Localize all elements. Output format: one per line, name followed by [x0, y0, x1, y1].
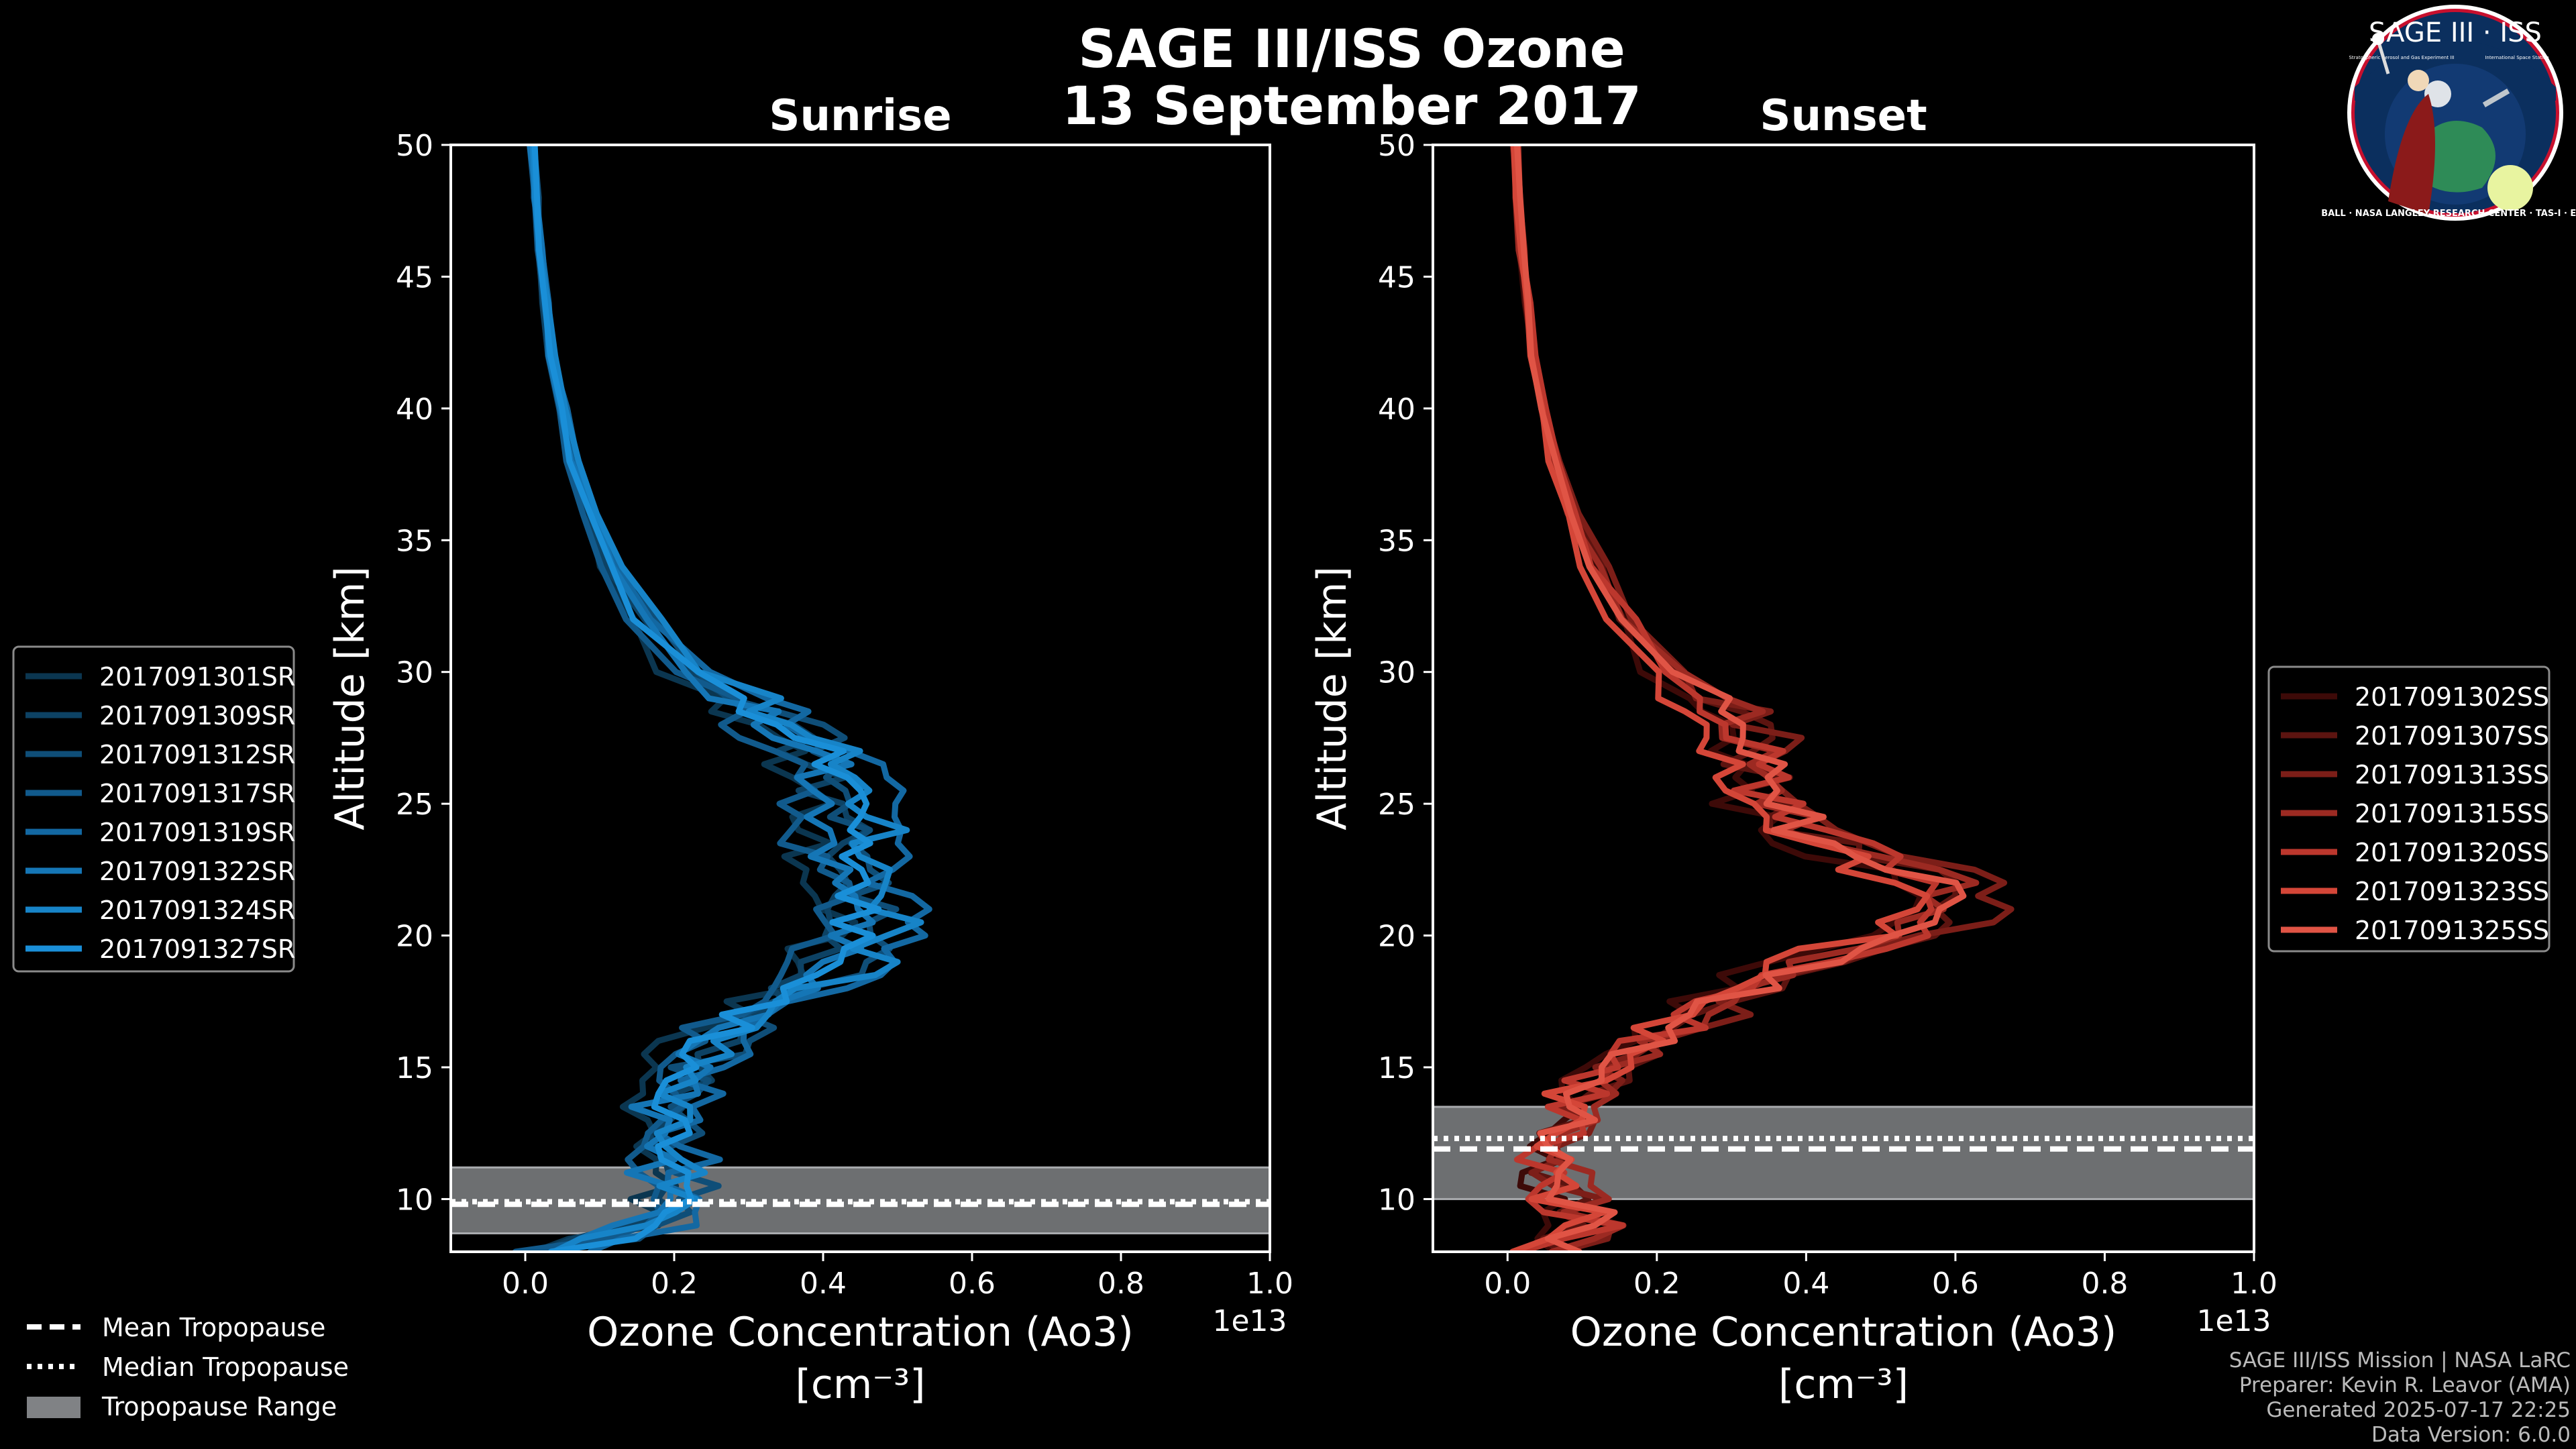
x-tick-label: 0.6	[1932, 1267, 1979, 1301]
tropopause-legend: Mean Tropopause Median Tropopause Tropop…	[27, 1313, 349, 1421]
y-tick-label: 45	[1378, 260, 1415, 294]
y-tick-label: 25	[396, 788, 433, 822]
y-axis-label: Altitude [km]	[1309, 566, 1356, 830]
legend-entry-2017091317SR: 2017091317SR	[99, 779, 295, 808]
legend-entry-2017091302SS: 2017091302SS	[2355, 682, 2549, 712]
footer-preparer: Preparer: Kevin R. Leavor (AMA)	[2239, 1373, 2571, 1397]
sage-iii-iss-logo: SAGE III · ISS Stratospheric Aerosol and…	[2321, 5, 2576, 221]
legend-entry-2017091324SR: 2017091324SR	[99, 896, 295, 925]
logo-small-left: Stratospheric Aerosol and Gas Experiment…	[2349, 55, 2454, 60]
footer-mission: SAGE III/ISS Mission | NASA LaRC	[2229, 1348, 2571, 1373]
profile-line-2017091323SS	[1509, 145, 1931, 1252]
profile-line-2017091317SR	[512, 145, 856, 1252]
legend-entry-2017091313SS: 2017091313SS	[2355, 760, 2549, 790]
x-tick-label: 1.0	[1246, 1267, 1293, 1301]
profile-line-2017091320SS	[1513, 145, 1939, 1252]
logo-ring-text: BALL · NASA LANGLEY RESEARCH CENTER · TA…	[2321, 209, 2576, 219]
y-tick-label: 35	[396, 524, 433, 558]
profile-line-2017091327SR	[531, 145, 882, 1252]
legend-entry-2017091315SS: 2017091315SS	[2355, 799, 2549, 828]
x-axis-label: Ozone Concentration (Ao3)	[587, 1309, 1134, 1356]
figure-title: SAGE III/ISS Ozone	[1078, 19, 1625, 80]
legend-entry-2017091323SS: 2017091323SS	[2355, 877, 2549, 906]
x-axis-label: Ozone Concentration (Ao3)	[1570, 1309, 2117, 1356]
x-tick-label: 0.4	[800, 1267, 847, 1301]
legend-entry-2017091301SR: 2017091301SR	[99, 662, 295, 692]
x-tick-label: 0.2	[1633, 1267, 1680, 1301]
y-axis-label: Altitude [km]	[327, 566, 374, 830]
x-axis-unit: [cm⁻³]	[1778, 1361, 1909, 1408]
sunrise-legend: 2017091301SR 2017091309SR 2017091312SR 2017…	[12, 645, 295, 973]
y-tick-label: 50	[396, 129, 433, 163]
logo-top-text: SAGE III · ISS	[2369, 17, 2542, 48]
y-tick-label: 20	[1378, 920, 1415, 954]
footer-data-version: Data Version: 6.0.0	[2371, 1423, 2571, 1447]
profile-line-2017091325SS	[1513, 145, 1967, 1252]
y-tick-label: 10	[1378, 1183, 1415, 1217]
figure-date: 13 September 2017	[1062, 76, 1642, 137]
y-tick-label: 45	[396, 260, 433, 294]
x-offset-label: 1e13	[1212, 1304, 1287, 1338]
x-tick-label: 0.6	[949, 1267, 996, 1301]
tropopause-range-label: Tropopause Range	[101, 1392, 337, 1421]
sunrise-panel: 0.0 0.2 0.4 0.6 0.8 1.0 10 15 20 25 30 35 40 45 50 Sunr…	[327, 91, 1293, 1408]
y-tick-label: 25	[1378, 788, 1415, 822]
footer-generated: Generated 2025-07-17 22:25	[2266, 1398, 2571, 1422]
y-tick-label: 50	[1378, 129, 1415, 163]
legend-entry-2017091312SR: 2017091312SR	[99, 740, 295, 769]
x-tick-label: 0.2	[651, 1267, 698, 1301]
legend-entry-2017091309SR: 2017091309SR	[99, 701, 295, 731]
y-tick-label: 30	[396, 656, 433, 690]
y-tick-label: 10	[396, 1183, 433, 1217]
legend-entry-2017091322SR: 2017091322SR	[99, 857, 295, 886]
x-tick-label: 0.0	[1484, 1267, 1531, 1301]
y-tick-label: 15	[396, 1051, 433, 1085]
legend-entry-2017091319SR: 2017091319SR	[99, 818, 295, 847]
x-tick-label: 0.8	[1097, 1267, 1144, 1301]
y-tick-label: 15	[1378, 1051, 1415, 1085]
x-tick-label: 0.8	[2081, 1267, 2128, 1301]
logo-small-right: International Space Station	[2485, 55, 2548, 60]
legend-entry-2017091325SS: 2017091325SS	[2355, 916, 2549, 945]
legend-entry-2017091307SS: 2017091307SS	[2355, 721, 2549, 751]
y-tick-label: 40	[1378, 392, 1415, 427]
tropopause-range-swatch	[27, 1397, 80, 1418]
x-tick-label: 0.4	[1782, 1267, 1829, 1301]
median-tropopause-label: Median Tropopause	[102, 1352, 349, 1382]
x-axis-unit: [cm⁻³]	[796, 1361, 926, 1408]
legend-entry-2017091327SR: 2017091327SR	[99, 934, 295, 964]
sunset-legend: 2017091302SS 2017091307SS 2017091313SS 2017…	[2267, 665, 2551, 953]
panel-title: Sunrise	[769, 91, 951, 141]
y-tick-label: 30	[1378, 656, 1415, 690]
plot-frame	[1432, 144, 2255, 1253]
footer-credits: SAGE III/ISS Mission | NASA LaRC Prepare…	[2229, 1348, 2571, 1447]
x-tick-label: 0.0	[502, 1267, 549, 1301]
mean-tropopause-label: Mean Tropopause	[102, 1313, 325, 1342]
plot-frame	[449, 144, 1271, 1253]
profile-line-2017091324SR	[530, 145, 924, 1252]
y-tick-label: 40	[396, 392, 433, 427]
y-tick-label: 20	[396, 920, 433, 954]
sunset-panel: 0.0 0.2 0.4 0.6 0.8 1.0 10 15 20 25 30 35 40 45 50 Suns…	[1309, 91, 2277, 1408]
legend-entry-2017091320SS: 2017091320SS	[2355, 838, 2549, 867]
panel-title: Sunset	[1760, 91, 1927, 141]
y-tick-label: 35	[1378, 524, 1415, 558]
x-offset-label: 1e13	[2196, 1304, 2271, 1338]
x-tick-label: 1.0	[2231, 1267, 2277, 1301]
